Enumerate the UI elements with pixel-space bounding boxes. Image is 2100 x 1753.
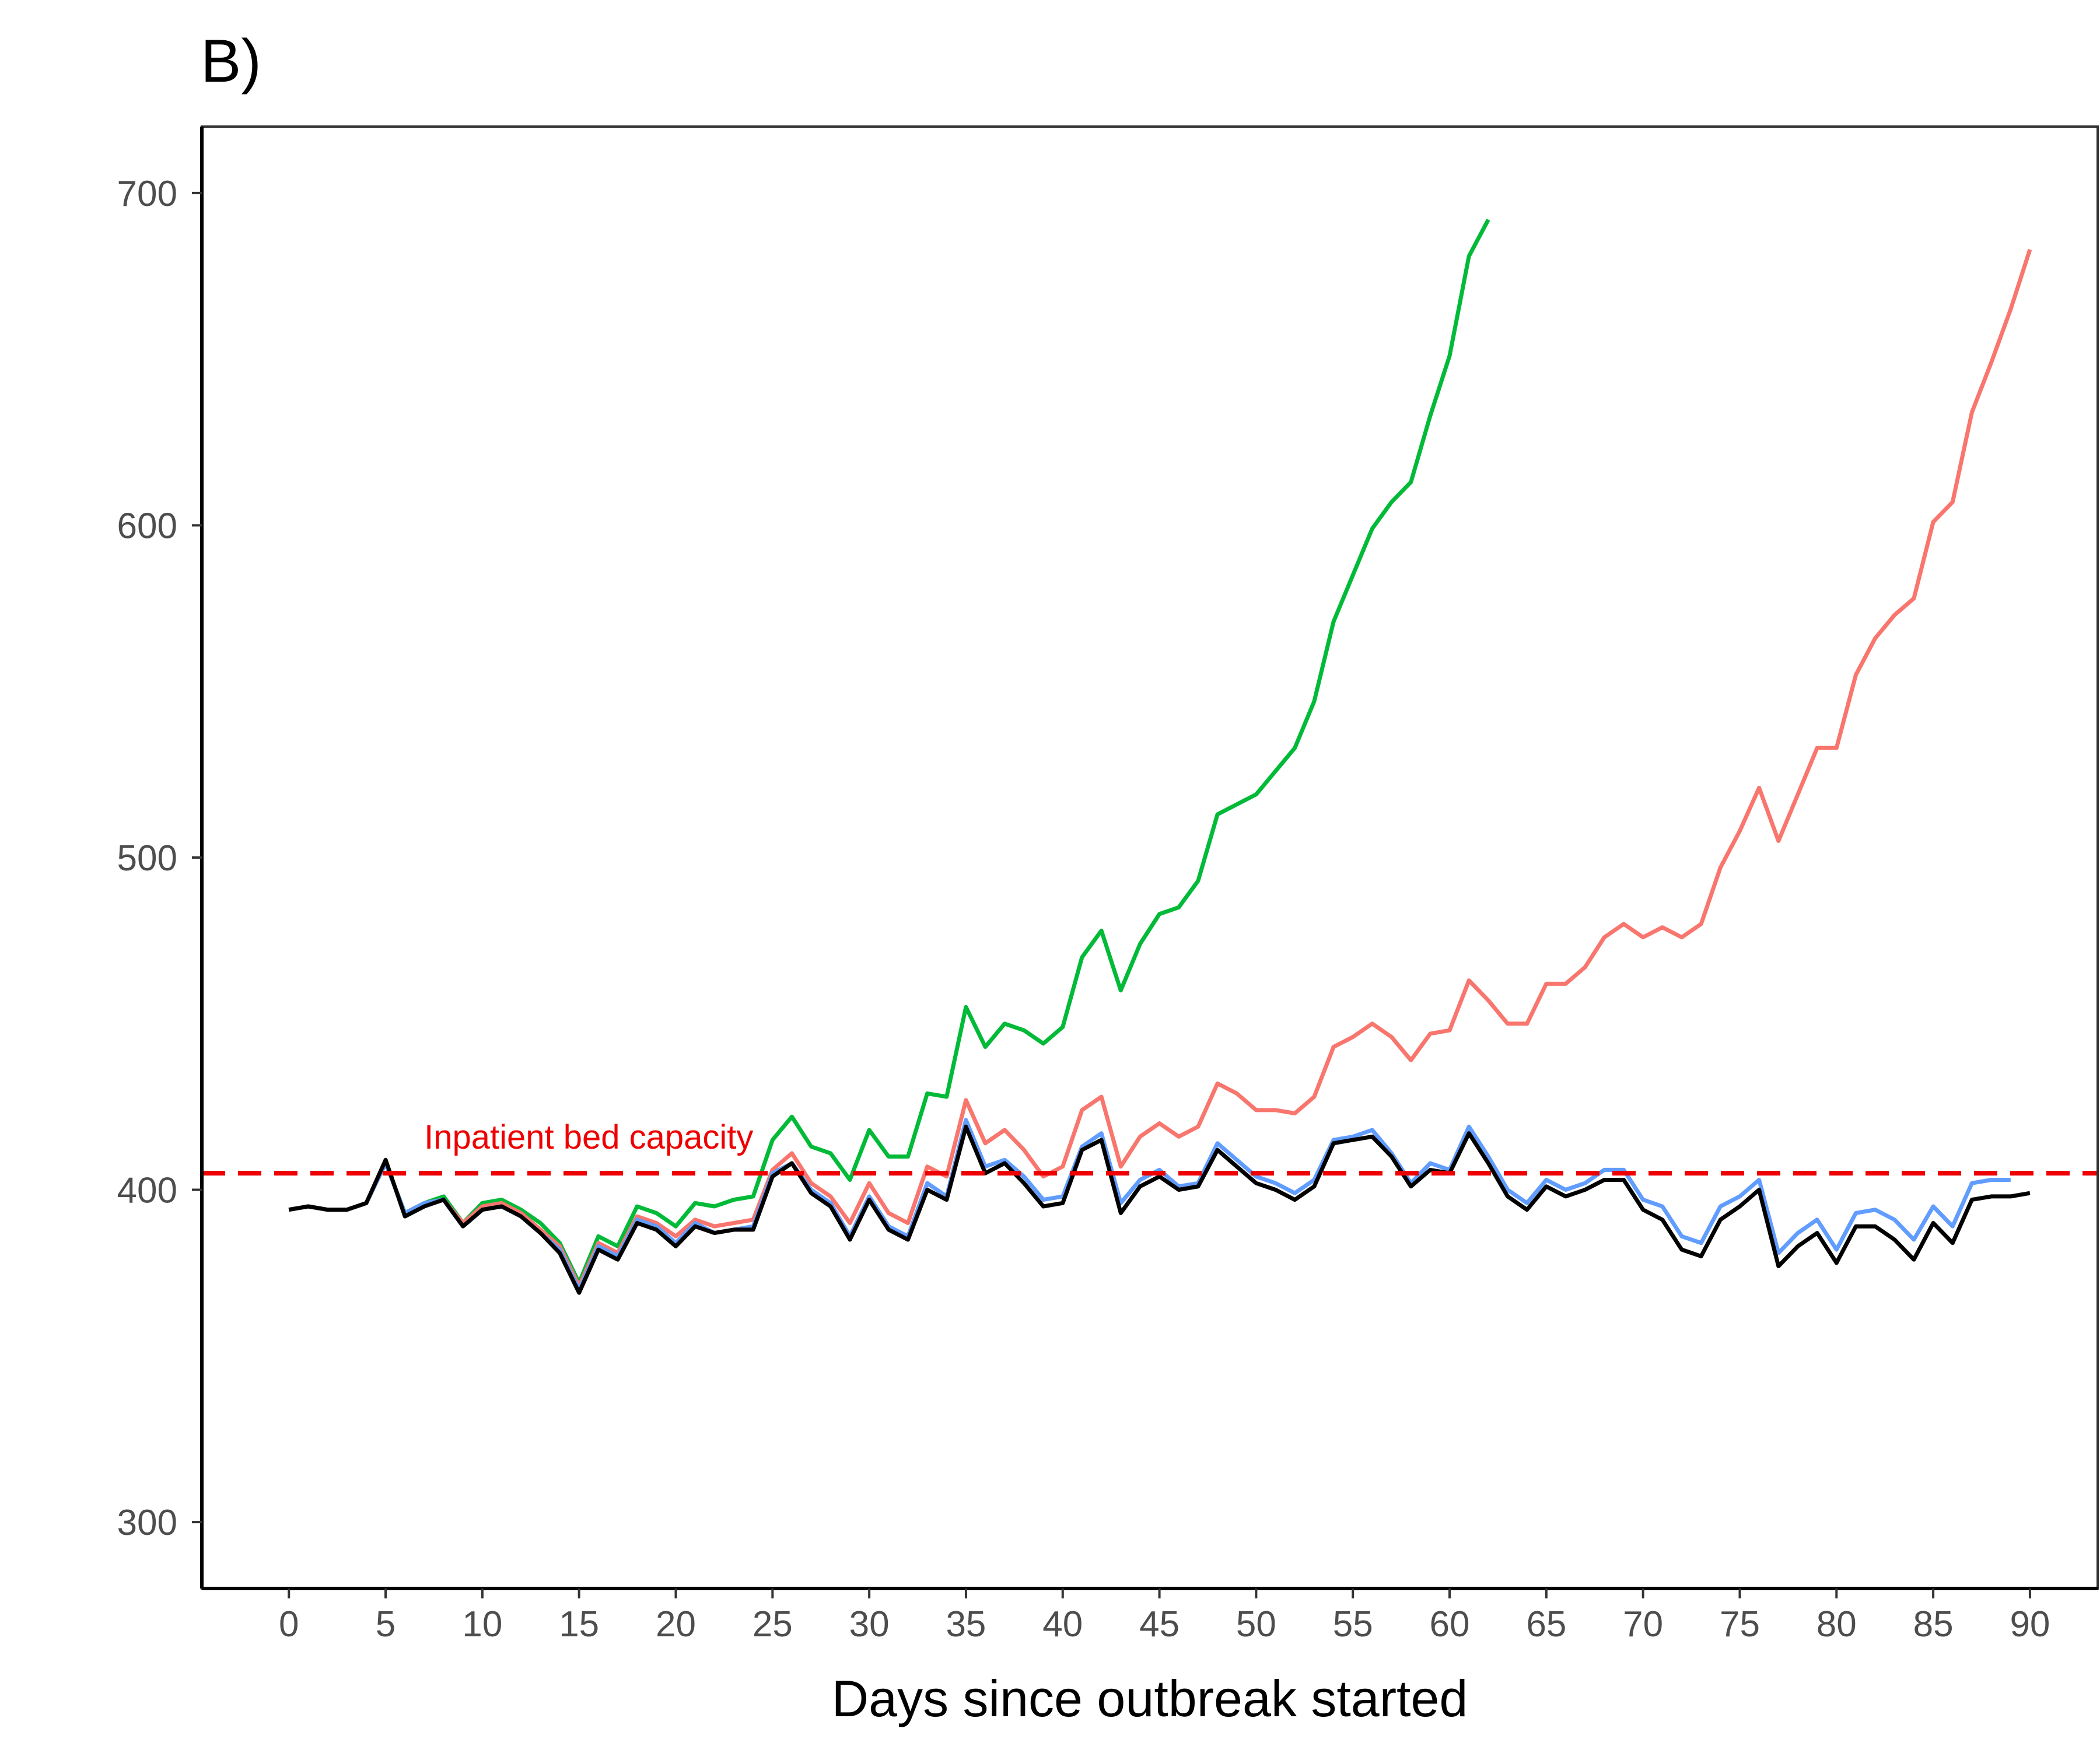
- bed-capacity-label: Inpatient bed capacity: [424, 1118, 753, 1156]
- x-tick-label: 60: [1430, 1604, 1470, 1644]
- x-tick-label: 0: [279, 1604, 299, 1644]
- x-tick-label: 15: [559, 1604, 599, 1644]
- x-tick-label: 30: [849, 1604, 890, 1644]
- x-tick-label: 5: [376, 1604, 396, 1644]
- x-tick-label: 40: [1042, 1604, 1083, 1644]
- y-tick-label: 700: [117, 174, 177, 214]
- y-tick-label: 400: [117, 1171, 177, 1211]
- x-tick-label: 20: [656, 1604, 696, 1644]
- y-tick-label: 600: [117, 506, 177, 546]
- x-tick-label: 55: [1333, 1604, 1373, 1644]
- y-tick-label: 300: [117, 1503, 177, 1543]
- x-tick-label: 45: [1139, 1604, 1180, 1644]
- y-tick-label: 500: [117, 838, 177, 879]
- x-tick-label: 25: [752, 1604, 793, 1644]
- reference-layer: Inpatient bed capacity: [202, 1118, 2098, 1176]
- x-tick-label: 70: [1623, 1604, 1663, 1644]
- x-axis: 0 5 10 15 20 25 30 35 40 45 50 55 60 65 70 75 80 85 90: [202, 1587, 2098, 1644]
- x-tick-label: 35: [946, 1604, 986, 1644]
- x-axis-title: Days since outbreak started: [832, 1670, 1468, 1727]
- y-axis: 300 400 500 600 700: [117, 127, 204, 1588]
- x-tick-label: 65: [1526, 1604, 1566, 1644]
- x-tick-label: 80: [1817, 1604, 1857, 1644]
- chart-title: B): [201, 27, 261, 95]
- series-line-1: [288, 218, 1490, 1285]
- x-tick-label: 75: [1720, 1604, 1760, 1644]
- x-tick-label: 50: [1236, 1604, 1276, 1644]
- x-tick-label: 10: [462, 1604, 502, 1644]
- x-tick-label: 90: [2010, 1604, 2050, 1644]
- x-tick-label: 85: [1913, 1604, 1954, 1644]
- series-line-4: [288, 1124, 2031, 1295]
